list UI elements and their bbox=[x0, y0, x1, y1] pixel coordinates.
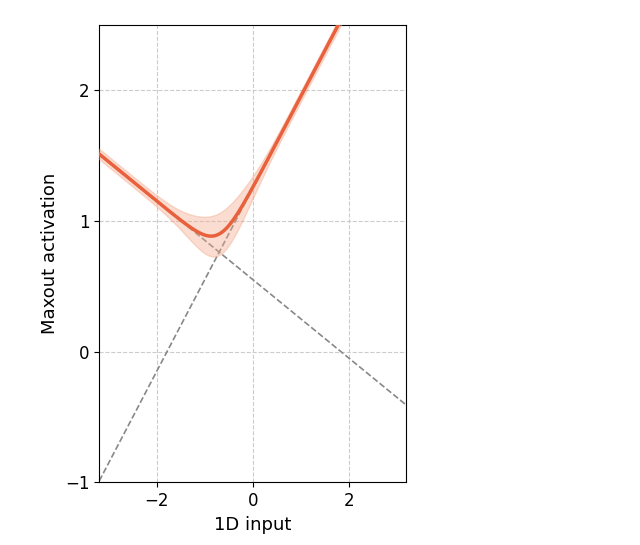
Y-axis label: Maxout activation: Maxout activation bbox=[42, 173, 60, 334]
X-axis label: 1D input: 1D input bbox=[214, 516, 291, 534]
